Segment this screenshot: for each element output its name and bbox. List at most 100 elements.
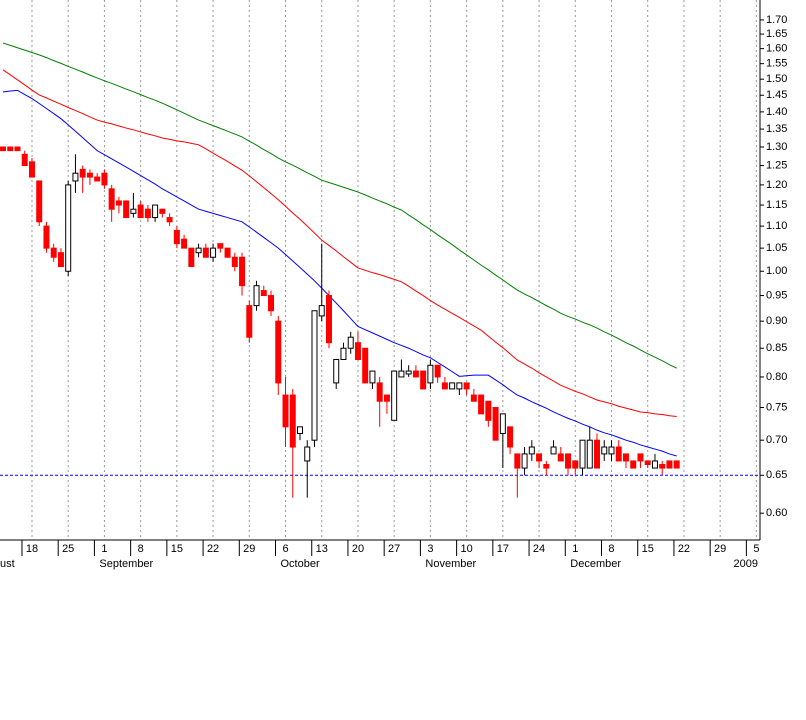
candle-body	[21, 153, 28, 167]
candle-body	[391, 370, 398, 421]
candle-body	[246, 305, 253, 338]
candle-body	[65, 184, 72, 272]
candle-body	[188, 247, 195, 268]
y-tick-label: 0.85	[766, 342, 787, 354]
candle-body	[449, 382, 456, 390]
x-tick-label: 10	[460, 543, 472, 555]
x-tick-label: 6	[282, 543, 288, 555]
candle-body	[304, 446, 311, 462]
candle-body	[72, 172, 79, 182]
candle-body	[354, 342, 361, 361]
y-tick-label: 1.20	[766, 179, 787, 191]
month-label: 2009	[734, 558, 758, 570]
y-tick-label: 1.70	[766, 14, 787, 26]
candle-body	[94, 176, 101, 182]
y-tick-label: 0.70	[766, 434, 787, 446]
moving-average-line	[2, 89, 677, 457]
y-tick-label: 0.95	[766, 289, 787, 301]
candle-body	[115, 200, 122, 206]
candle-body	[557, 453, 564, 462]
candle-body	[268, 295, 275, 312]
y-tick-label: 0.90	[766, 315, 787, 327]
y-tick-label: 1.05	[766, 242, 787, 254]
candle-body	[217, 243, 224, 249]
candle-body	[470, 394, 477, 402]
candle-body	[159, 208, 166, 214]
candle-body	[644, 460, 651, 465]
y-tick-label: 0.60	[766, 507, 787, 519]
x-tick-label: 8	[608, 543, 614, 555]
candle-body	[36, 180, 43, 223]
y-tick-label: 0.65	[766, 469, 787, 481]
candle-body	[297, 426, 304, 434]
candle-body	[101, 172, 108, 186]
x-tick-label: 8	[138, 543, 144, 555]
candle-body	[340, 347, 347, 361]
candle-body	[108, 188, 115, 210]
candle-body	[565, 453, 572, 469]
candle-body	[202, 247, 209, 258]
candle-body	[594, 439, 601, 469]
x-tick-label: 18	[26, 543, 38, 555]
candle-body	[536, 453, 543, 462]
candle-body	[79, 168, 86, 178]
y-tick-label: 1.15	[766, 199, 787, 211]
candle-body	[311, 310, 318, 441]
candle-body	[478, 394, 485, 415]
candle-body	[325, 295, 332, 344]
candle-body	[130, 208, 137, 214]
candle-body	[550, 446, 557, 455]
candle-body	[622, 453, 629, 462]
candle-body	[383, 394, 390, 402]
x-tick-label: 27	[388, 543, 400, 555]
candle-body	[405, 370, 412, 375]
candle-body	[231, 256, 238, 268]
candle-body	[528, 446, 535, 455]
y-tick-label: 1.55	[766, 58, 787, 70]
month-label: October	[281, 558, 320, 570]
candle-body	[181, 238, 188, 249]
y-tick-label: 0.80	[766, 371, 787, 383]
candle-body	[673, 460, 680, 469]
candle-body	[463, 382, 470, 390]
candle-body	[318, 305, 325, 317]
x-tick-label: 29	[243, 543, 255, 555]
y-tick-label: 1.00	[766, 265, 787, 277]
x-tick-label: 25	[62, 543, 74, 555]
candle-body	[14, 146, 21, 152]
candle-body	[123, 200, 130, 219]
candle-body	[253, 285, 260, 307]
candle-body	[398, 370, 405, 378]
candle-body	[637, 453, 644, 462]
candle-body	[507, 426, 514, 448]
y-tick-label: 1.10	[766, 220, 787, 232]
candle-body	[434, 364, 441, 378]
y-tick-label: 1.35	[766, 123, 787, 135]
month-label: ust	[0, 558, 15, 570]
candle-body	[260, 290, 267, 297]
y-tick-label: 1.60	[766, 43, 787, 55]
candle-body	[43, 225, 50, 249]
x-tick-label: 13	[316, 543, 328, 555]
candle-body	[586, 439, 593, 469]
x-tick-label: 1	[101, 543, 107, 555]
candle-body	[615, 446, 622, 462]
candle-body	[369, 370, 376, 384]
month-label: September	[99, 558, 153, 570]
x-tick-label: 15	[642, 543, 654, 555]
candle-body	[195, 247, 202, 254]
candle-body	[28, 161, 35, 178]
candle-body	[376, 382, 383, 402]
candle-body	[514, 453, 521, 469]
x-tick-label: 29	[714, 543, 726, 555]
y-tick-label: 1.40	[766, 106, 787, 118]
month-label: November	[425, 558, 476, 570]
y-tick-label: 1.45	[766, 89, 787, 101]
candle-body	[210, 247, 217, 258]
moving-average-line	[2, 42, 677, 369]
candle-body	[333, 359, 340, 384]
x-tick-label: 1	[572, 543, 578, 555]
candle-body	[572, 460, 579, 469]
candle-body	[492, 407, 499, 441]
